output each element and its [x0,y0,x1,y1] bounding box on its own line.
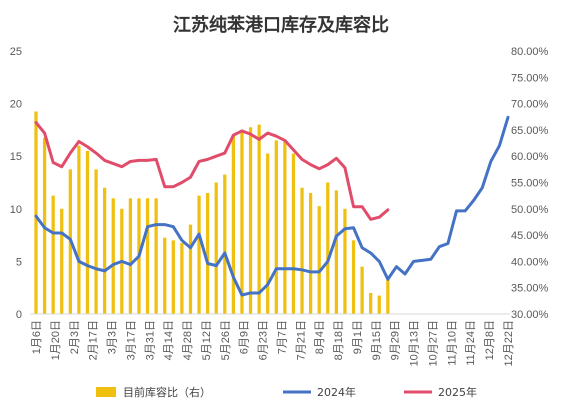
x-tick-label: 4月14日 [163,320,175,360]
right-tick-label: 35.00% [511,283,549,295]
bar [231,135,236,314]
x-tick-label: 4月28日 [182,320,194,360]
legend-swatch-bar [96,387,116,397]
bar [240,129,244,314]
bar [369,292,373,314]
right-tick-label: 30.00% [511,309,549,321]
bar [266,153,270,314]
left-tick-label: 20 [10,99,22,111]
x-tick-label: 10月27日 [427,320,439,366]
legend-label-2024: 2024年 [317,385,356,399]
bar [51,195,55,314]
right-tick-label: 70.00% [511,99,549,111]
left-tick-label: 0 [16,309,22,321]
bar [351,240,356,314]
bar [85,150,90,314]
x-tick-label: 6月23日 [258,320,270,360]
right-axis: 30.00% 35.00% 40.00% 45.00% 50.00% 55.00% 60.0… [511,46,549,321]
bar [180,242,184,314]
line-2025年 [34,121,390,221]
right-tick-label: 60.00% [511,151,549,163]
legend-label-bar: 目前库容比（右） [123,385,211,399]
bar [386,279,390,314]
x-tick-label: 7月21日 [295,320,307,360]
left-tick-label: 5 [16,256,22,268]
bar [308,193,313,314]
x-tick-label: 10月13日 [409,320,421,366]
bar [334,190,338,314]
x-tick-label: 3月31日 [144,320,156,360]
legend-label-2025: 2025年 [438,385,477,399]
bar [94,169,98,314]
legend: 目前库容比（右） 2024年 2025年 [96,385,477,399]
x-axis: 1月6日 1月20日 2月3日 2月17日 3月3日 3月17日 3月31日 4月14日 4月2… [31,320,515,366]
bar [77,145,81,314]
bar [257,124,261,314]
x-tick-label: 9月1日 [352,320,364,354]
left-tick-label: 15 [10,151,22,163]
right-tick-label: 65.00% [511,125,549,137]
bar [274,140,278,314]
bar [343,208,347,314]
bar [248,127,253,315]
bar [34,111,38,315]
x-tick-label: 5月12日 [201,320,213,360]
bar [326,182,330,314]
bar [171,240,175,314]
x-tick-label: 8月4日 [314,320,326,354]
x-tick-label: 2月17日 [88,320,100,360]
right-tick-label: 45.00% [511,230,549,242]
x-tick-label: 9月15日 [371,320,383,360]
x-tick-label: 11月10日 [446,320,458,366]
left-tick-label: 25 [10,46,22,58]
bar [197,195,201,314]
bar [291,153,296,314]
right-tick-label: 50.00% [511,204,549,216]
x-tick-label: 5月26日 [220,320,232,360]
right-tick-label: 55.00% [511,178,549,190]
chart-title: 江苏纯苯港口库存及库容比 [173,14,389,36]
bar [377,295,381,314]
bar [300,187,304,314]
bar [214,182,218,314]
x-tick-label: 12月8日 [484,320,496,360]
bar [223,174,227,314]
x-tick-label: 8月18日 [333,320,345,360]
x-tick-label: 3月3日 [107,320,119,354]
bar [283,140,287,314]
bar [145,198,150,314]
x-tick-label: 7月7日 [276,320,288,354]
bar [188,224,193,314]
bar [128,198,133,314]
bar [111,198,115,314]
bar [103,187,107,314]
right-tick-label: 80.00% [511,46,549,58]
left-tick-label: 10 [10,204,22,216]
bar [163,237,167,314]
x-tick-label: 9月29日 [390,320,402,360]
line-series [34,115,510,297]
right-tick-label: 75.00% [511,72,549,84]
bar [60,208,64,314]
x-tick-label: 1月20日 [50,320,62,360]
x-tick-label: 12月22日 [503,320,515,366]
x-tick-label: 1月6日 [31,320,43,354]
bar [360,266,364,314]
bar [154,198,158,314]
left-axis: 0 5 10 15 20 25 [10,46,22,321]
x-tick-label: 2月3日 [69,320,81,354]
right-tick-label: 40.00% [511,256,549,268]
bar [317,206,321,314]
x-tick-label: 11月24日 [465,320,477,366]
x-tick-label: 6月9日 [239,320,251,354]
bar [206,193,210,314]
x-tick-label: 3月17日 [125,320,137,360]
line-2024年 [34,115,510,297]
